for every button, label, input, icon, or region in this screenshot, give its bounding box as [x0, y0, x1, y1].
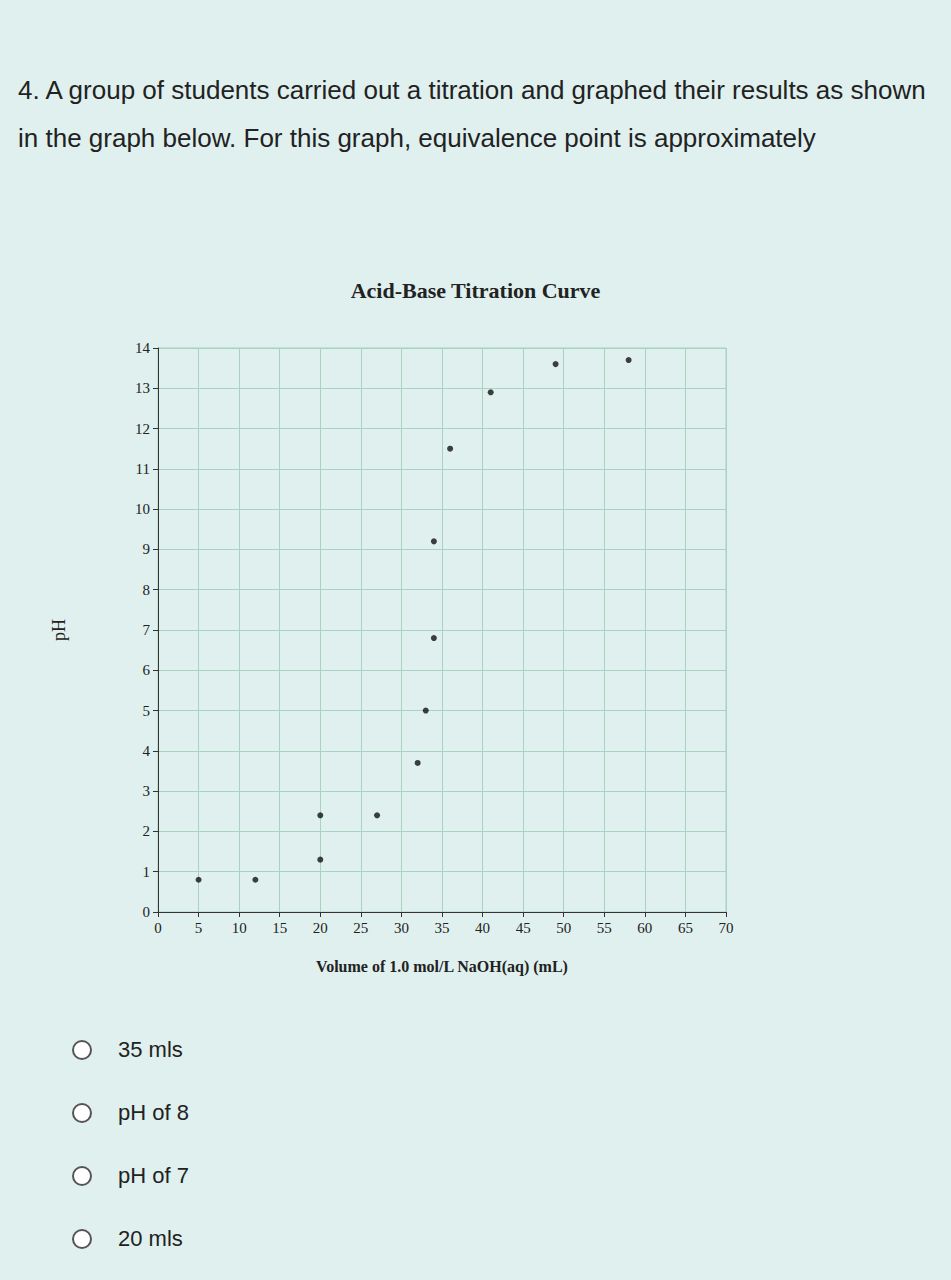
html-text:4. A group of students carried: 4. A group of students carried out a tit…: [18, 75, 926, 153]
svg-text:Acid-Base Titration Curve: Acid-Base Titration Curve: [351, 278, 601, 303]
svg-text:45: 45: [516, 920, 531, 936]
svg-text:1: 1: [143, 864, 151, 880]
svg-text:5: 5: [143, 703, 151, 719]
svg-text:8: 8: [143, 582, 151, 598]
svg-text:25: 25: [353, 920, 368, 936]
svg-text:5: 5: [195, 920, 203, 936]
html-text:pH of 8: pH of 8: [118, 1099, 189, 1125]
svg-text:14: 14: [135, 340, 151, 356]
html-text:pH of 7: pH of 7: [118, 1162, 189, 1188]
svg-text:15: 15: [272, 920, 287, 936]
svg-text:13: 13: [135, 380, 150, 396]
svg-text:10: 10: [135, 501, 150, 517]
svg-text:0: 0: [154, 920, 162, 936]
svg-text:50: 50: [556, 920, 571, 936]
svg-text:0: 0: [143, 904, 151, 920]
svg-text:7: 7: [143, 622, 151, 638]
svg-text:6: 6: [143, 662, 151, 678]
svg-text:35: 35: [435, 920, 450, 936]
svg-text:pH: pH: [49, 619, 69, 641]
svg-text:2: 2: [143, 823, 151, 839]
svg-text:30: 30: [394, 920, 409, 936]
svg-text:65: 65: [678, 920, 693, 936]
svg-text:20: 20: [313, 920, 328, 936]
svg-text:Volume of 1.0 mol/L NaOH(aq) (: Volume of 1.0 mol/L NaOH(aq) (mL): [316, 958, 568, 976]
svg-text:40: 40: [475, 920, 490, 936]
svg-text:4: 4: [143, 743, 151, 759]
svg-text:12: 12: [135, 421, 150, 437]
svg-text:70: 70: [719, 920, 734, 936]
svg-text:60: 60: [637, 920, 652, 936]
html-text:20 mls: 20 mls: [118, 1225, 183, 1251]
svg-text:55: 55: [597, 920, 612, 936]
svg-text:11: 11: [136, 461, 150, 477]
svg-text:9: 9: [143, 541, 151, 557]
html-text:35 mls: 35 mls: [118, 1036, 183, 1062]
svg-text:10: 10: [232, 920, 247, 936]
svg-text:3: 3: [143, 783, 151, 799]
